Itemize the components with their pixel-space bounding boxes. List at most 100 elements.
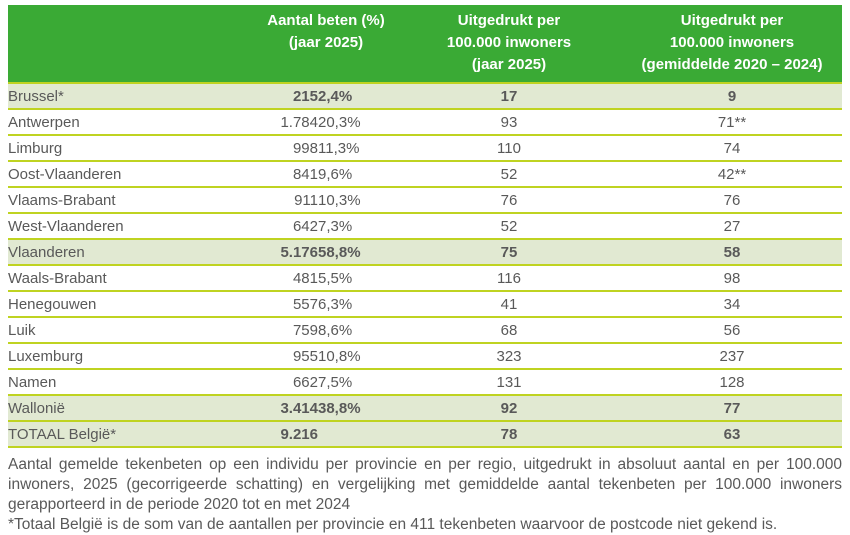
header-line: Uitgedrukt per [680,12,784,29]
aantal-beten-cell: 215 [256,83,318,109]
table-row: Antwerpen 1.784 20,3% 93 71** [8,109,843,135]
percentage-cell: 9,6% [318,165,353,183]
percentage-cell: 10,8% [318,347,361,365]
percentage-cell: 8,6% [318,321,353,339]
table-row: West-Vlaanderen 642 7,3% 52 27 [8,213,843,239]
per-100k-2025-cell: 75 [396,239,623,265]
per-100k-2025-cell: 52 [500,217,518,235]
percentage-cell: 20,3% [318,113,361,131]
header-row: Aantal beten (%) (jaar 2025) Uitgedrukt … [8,5,843,84]
table-row: Brussel* 215 2,4% 17 9 [8,83,843,109]
per-100k-2025-cell: 17 [396,83,623,109]
per-100k-2025-cell: 116 [497,269,521,287]
per-100k-2025-cell: 93 [500,113,518,131]
percentage-cell: 2,4% [318,83,397,109]
per-100k-2025-cell: 110 [497,139,521,157]
percentage-cell: 58,8% [318,239,397,265]
per-100k-avg-cell: 77 [622,395,843,421]
table-row: Wallonië 3.414 38,8% 92 77 [8,395,843,421]
header-line: (jaar 2025) [288,34,364,51]
aantal-beten-cell: 662 [292,373,318,391]
per-100k-avg-cell: 42** [717,165,747,183]
header-per-100k-2025: Uitgedrukt per 100.000 inwoners (jaar 20… [396,5,623,84]
per-100k-avg-cell: 27 [723,217,741,235]
region-label-cell: Wallonië [8,395,256,421]
percentage-cell: 7,5% [318,373,353,391]
table-row: Luxemburg 955 10,8% 323 237 [8,343,843,369]
region-label-cell: Namen [8,373,57,391]
per-100k-2025-cell: 78 [396,421,623,447]
table-row: Limburg 998 11,3% 110 74 [8,135,843,161]
header-region [8,5,256,84]
region-label-cell: Henegouwen [8,295,97,313]
header-line: 100.000 inwoners [669,34,795,51]
table-row: Vlaams-Brabant 911 10,3% 76 76 [8,187,843,213]
aantal-beten-cell: 642 [292,217,318,235]
table-row: TOTAAL België* 9.216 78 63 [8,421,843,447]
tick-bites-table: Aantal beten (%) (jaar 2025) Uitgedrukt … [8,5,843,448]
header-line: (jaar 2025) [471,56,547,73]
percentage-cell: 7,3% [318,217,353,235]
per-100k-2025-cell: 68 [500,321,518,339]
header-aantal-beten: Aantal beten (%) (jaar 2025) [256,5,397,84]
region-label-cell: Limburg [8,139,63,157]
table-header: Aantal beten (%) (jaar 2025) Uitgedrukt … [8,5,843,84]
aantal-beten-cell: 998 [292,139,318,157]
per-100k-2025-cell: 323 [496,347,522,365]
table-row: Oost-Vlaanderen 841 9,6% 52 42** [8,161,843,187]
per-100k-avg-cell: 74 [723,139,741,157]
per-100k-avg-cell: 63 [622,421,843,447]
per-100k-avg-cell: 34 [723,295,741,313]
percentage-cell: 38,8% [318,395,397,421]
region-label-cell: West-Vlaanderen [8,217,124,235]
region-label-cell: Antwerpen [8,113,80,131]
per-100k-avg-cell: 237 [719,347,745,365]
aantal-beten-cell: 5.176 [256,239,318,265]
table-footnote: *Totaal België is de som van de aantalle… [8,516,778,533]
percentage-cell: 11,3% [318,139,360,157]
aantal-beten-cell: 557 [292,295,318,313]
per-100k-2025-cell: 41 [500,295,518,313]
region-label-cell: Vlaams-Brabant [8,191,116,209]
region-label-cell: TOTAAL België* [8,421,256,447]
percentage-cell: 6,3% [318,295,353,313]
per-100k-2025-cell: 52 [500,165,518,183]
region-label-cell: Luxemburg [8,347,84,365]
region-label-cell: Vlaanderen [8,239,256,265]
header-line: Aantal beten (%) [267,12,385,29]
region-label-cell: Brussel* [8,83,256,109]
region-label-cell: Waals-Brabant [8,269,107,287]
per-100k-2025-cell: 92 [396,395,623,421]
per-100k-avg-cell: 58 [622,239,843,265]
percentage-cell [318,421,397,447]
aantal-beten-cell: 1.784 [280,113,318,131]
table-row: Vlaanderen 5.176 58,8% 75 58 [8,239,843,265]
per-100k-avg-cell: 76 [723,191,741,209]
aantal-beten-cell: 955 [292,347,318,365]
per-100k-avg-cell: 98 [723,269,741,287]
region-label-cell: Oost-Vlaanderen [8,165,122,183]
percentage-cell: 10,3% [318,191,361,209]
table-row: Henegouwen 557 6,3% 41 34 [8,291,843,317]
region-label-cell: Luik [8,321,36,339]
header-line: Uitgedrukt per [457,12,561,29]
header-per-100k-avg: Uitgedrukt per 100.000 inwoners (gemidde… [622,5,843,84]
table-row: Luik 759 8,6% 68 56 [8,317,843,343]
aantal-beten-cell: 759 [292,321,318,339]
per-100k-avg-cell: 71** [717,113,747,131]
percentage-cell: 5,5% [318,269,353,287]
table-row: Waals-Brabant 481 5,5% 116 98 [8,265,843,291]
aantal-beten-cell: 481 [292,269,318,287]
per-100k-avg-cell: 56 [723,321,741,339]
aantal-beten-cell: 9.216 [256,421,318,447]
header-line: 100.000 inwoners [446,34,572,51]
table-body: Brussel* 215 2,4% 17 9 Antwerpen 1.784 2… [8,83,843,447]
aantal-beten-cell: 3.414 [256,395,318,421]
per-100k-2025-cell: 131 [496,373,522,391]
per-100k-avg-cell: 128 [719,373,745,391]
aantal-beten-cell: 841 [292,165,318,183]
table-row: Namen 662 7,5% 131 128 [8,369,843,395]
per-100k-2025-cell: 76 [500,191,518,209]
aantal-beten-cell: 911 [294,191,318,209]
